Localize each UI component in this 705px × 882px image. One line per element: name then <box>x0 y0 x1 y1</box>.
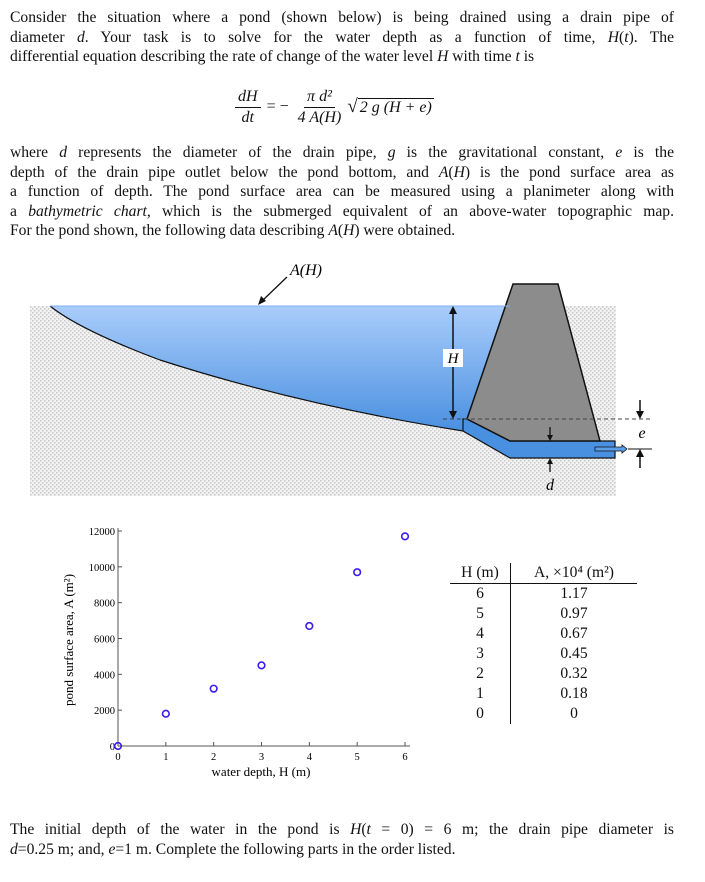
x-tick-label: 1 <box>163 752 168 763</box>
depth-cell: 0 <box>450 704 511 724</box>
table-row: 1 0.18 <box>450 684 637 704</box>
sqrt-sign: √ <box>347 96 358 117</box>
intro-paragraph: Consider the situation where a pond (sho… <box>10 8 674 67</box>
pond-bottom-line <box>49 305 464 432</box>
text-line: depth of the drain pipe outlet below the… <box>10 163 674 181</box>
x-tick-label: 4 <box>307 752 313 763</box>
depth-cell: 3 <box>450 644 511 664</box>
depth-cell: 4 <box>450 624 511 644</box>
outlet-depth-label: e <box>638 425 645 442</box>
area-cell: 0 <box>570 705 578 722</box>
area-cell: 0.18 <box>560 685 588 702</box>
y-tick-label: 8000 <box>94 599 115 610</box>
x-tick-label: 3 <box>259 752 264 763</box>
text-line: d=0.25 m; and, e=1 m. Complete the follo… <box>10 840 456 858</box>
table-row: 6 1.17 <box>450 583 637 604</box>
depth-cell: 6 <box>450 583 511 604</box>
data-point <box>257 661 266 670</box>
y-tick-label: 0 <box>110 742 115 753</box>
pond-diagram: H A(H) d e <box>30 262 652 496</box>
lhs-numerator: dH <box>235 87 261 108</box>
dam <box>466 283 601 442</box>
depth-cell: 2 <box>450 664 511 684</box>
text-line: a function of depth. The pond surface ar… <box>10 183 674 201</box>
y-tick-label: 12000 <box>89 527 115 538</box>
x-tick-label: 0 <box>115 752 120 763</box>
data-point <box>161 709 170 718</box>
text-line: For the pond shown, the following data d… <box>10 222 456 240</box>
area-data-table: H (m) A, ×10⁴ (m²) 6 1.17 5 0.97 4 0.67 3 0.45 2… <box>450 563 637 724</box>
text-line: where d represents the diameter of the d… <box>10 144 674 161</box>
closing-paragraph: The initial depth of the water in the po… <box>10 820 674 859</box>
header-depth: H (m) <box>450 563 511 584</box>
x-tick-label: 6 <box>402 752 407 763</box>
equals-sign: = − <box>266 98 289 115</box>
rhs-numerator: π d² <box>304 87 335 108</box>
depth-cell: 5 <box>450 604 511 624</box>
pond-water <box>50 306 510 431</box>
text-line: The initial depth of the water in the po… <box>10 821 674 838</box>
data-point <box>113 741 123 751</box>
area-cell: 0.97 <box>560 605 588 622</box>
area-cell: 0.45 <box>560 645 588 662</box>
table-row: 4 0.67 <box>450 624 637 644</box>
depth-label: H <box>447 351 460 367</box>
text-line: diameter d. Your task is to solve for th… <box>10 28 675 46</box>
data-point <box>400 532 410 541</box>
area-pointer-arrow <box>261 276 288 302</box>
data-point <box>209 684 218 693</box>
table-row: 2 0.32 <box>450 664 637 684</box>
body-paragraph: where d represents the diameter of the d… <box>10 143 674 241</box>
diameter-label: d <box>546 477 555 494</box>
y-tick-label: 6000 <box>94 635 115 646</box>
rhs-denominator: 4 A(H) <box>297 108 342 126</box>
y-tick-label: 4000 <box>94 670 115 681</box>
text-line: Consider the situation where a pond (sho… <box>10 9 674 26</box>
data-point <box>305 621 314 631</box>
table-header-row: H (m) A, ×10⁴ (m²) <box>450 563 637 584</box>
area-vs-depth-chart: 0 1 2 3 4 5 6 0 2000 4000 6000 8000 10000 12000 water… <box>61 527 410 779</box>
area-label: A(H) <box>289 262 322 279</box>
text-line: differential equation describing the rat… <box>10 48 535 66</box>
x-axis-label: water depth, H (m) <box>212 764 311 779</box>
y-tick-label: 2000 <box>94 706 115 717</box>
depth-cell: 1 <box>450 684 511 704</box>
y-axis-label: pond surface area, A (m²) <box>61 574 76 706</box>
x-tick-label: 5 <box>355 752 360 763</box>
table-row: 3 0.45 <box>450 644 637 664</box>
header-area: A, ×10⁴ (m²) <box>510 563 637 584</box>
table-row: 5 0.97 <box>450 604 637 624</box>
lhs-fraction: dH dt <box>235 87 261 128</box>
text-line: a bathymetric chart, which is the submer… <box>10 202 674 220</box>
rhs-fraction: π d² 4 A(H) <box>295 87 345 128</box>
outflow-arrow-icon <box>594 444 628 454</box>
area-cell: 0.67 <box>560 625 588 642</box>
lhs-denominator: dt <box>241 108 254 126</box>
x-tick-label: 2 <box>211 752 216 763</box>
sqrt-body: 2 g (H + e) <box>357 97 434 116</box>
differential-equation: dH dt = − π d² 4 A(H) √ 2 g (H + e) <box>232 82 434 132</box>
y-tick-label: 10000 <box>89 563 115 574</box>
data-point <box>353 568 362 577</box>
area-cell: 1.17 <box>560 585 588 602</box>
area-cell: 0.32 <box>560 665 588 682</box>
